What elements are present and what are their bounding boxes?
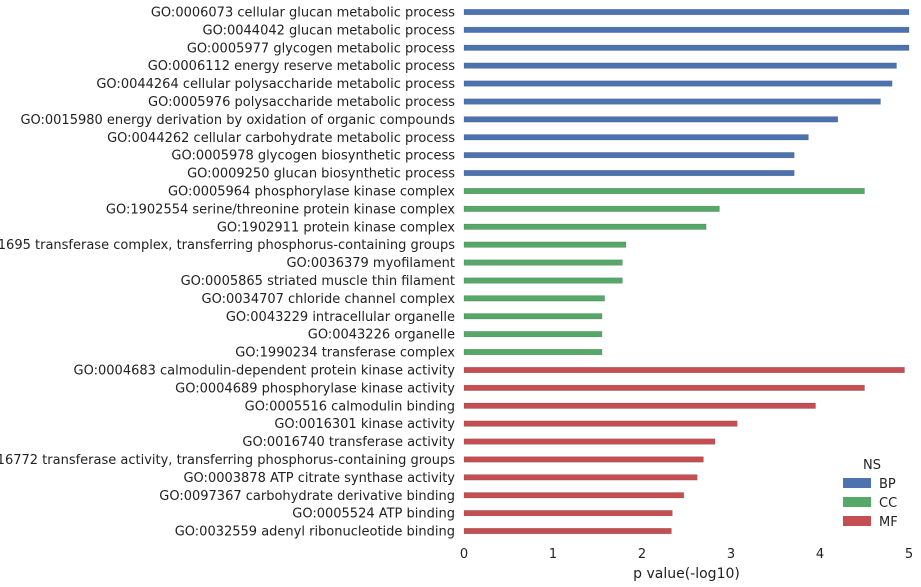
category-labels-group: GO:0006073 cellular glucan metabolic pro…	[0, 6, 455, 540]
bar-bp	[463, 44, 910, 51]
bar-cc	[463, 241, 627, 248]
bar-bp	[463, 170, 795, 177]
bar-mf	[463, 456, 704, 463]
bar-bp	[463, 9, 910, 16]
bar-cc	[463, 259, 623, 266]
category-label: GO:0044262 cellular carbohydrate metabol…	[107, 131, 455, 146]
legend-label-cc: CC	[879, 496, 897, 511]
category-label: GO:0016301 kinase activity	[274, 417, 455, 432]
bar-bp	[463, 26, 910, 33]
bar-mf	[463, 367, 905, 374]
category-label: GO:0006112 energy reserve metabolic proc…	[148, 59, 456, 74]
category-label: GO:0043226 organelle	[308, 328, 455, 343]
category-label: GO:0016772 transferase activity, transfe…	[0, 453, 455, 468]
category-label: GO:1902911 protein kinase complex	[217, 220, 455, 235]
bar-mf	[463, 384, 865, 391]
category-label: GO:0044264 cellular polysaccharide metab…	[96, 77, 455, 92]
category-label: GO:0043229 intracellular organelle	[226, 310, 455, 325]
category-label: GO:0044042 glucan metabolic process	[203, 23, 456, 38]
bar-bp	[463, 134, 809, 141]
legend-swatch-cc	[843, 497, 871, 507]
category-label: GO:0097367 carbohydrate derivative bindi…	[159, 489, 455, 504]
category-label: GO:0009250 glucan biosynthetic process	[187, 167, 455, 182]
legend-label-bp: BP	[879, 477, 896, 492]
bar-cc	[463, 349, 603, 356]
category-label: GO:1902554 serine/threonine protein kina…	[106, 202, 455, 217]
legend-label-mf: MF	[879, 515, 898, 530]
bar-mf	[463, 492, 685, 499]
x-tick-label: 2	[638, 547, 646, 562]
category-label: GO:0005964 phosphorylase kinase complex	[168, 185, 455, 200]
x-tick-label: 1	[549, 547, 557, 562]
category-label: GO:1990234 transferase complex	[235, 346, 455, 361]
category-label: GO:0016740 transferase activity	[242, 435, 455, 450]
x-tick-label: 0	[460, 547, 468, 562]
category-label: GO:0005865 striated muscle thin filament	[181, 274, 455, 289]
bar-mf	[463, 438, 716, 445]
category-label: GO:0006073 cellular glucan metabolic pro…	[151, 6, 455, 21]
category-label: GO:0061695 transferase complex, transfer…	[0, 238, 455, 253]
legend: NS BP CC MF	[843, 458, 898, 530]
legend-title: NS	[863, 458, 881, 473]
bar-cc	[463, 205, 720, 212]
x-axis-ticks-group: 0 1 2 3 4 5	[460, 547, 913, 562]
x-tick-label: 3	[727, 547, 735, 562]
category-label: GO:0004689 phosphorylase kinase activity	[175, 381, 455, 396]
bar-mf	[463, 420, 738, 427]
category-label: GO:0032559 adenyl ribonucleotide binding	[175, 525, 455, 540]
bar-bp	[463, 62, 897, 69]
bars-group	[463, 9, 910, 535]
category-label: GO:0005976 polysaccharide metabolic proc…	[148, 95, 455, 110]
bar-bp	[463, 116, 839, 123]
bar-bp	[463, 98, 881, 105]
category-label: GO:0004683 calmodulin-dependent protein …	[74, 364, 456, 379]
bar-bp	[463, 80, 893, 87]
category-label: GO:0005978 glycogen biosynthetic process	[171, 149, 455, 164]
bar-mf	[463, 474, 698, 481]
bar-mf	[463, 528, 672, 535]
category-label: GO:0005977 glycogen metabolic process	[187, 41, 455, 56]
category-label: GO:0005516 calmodulin binding	[245, 399, 455, 414]
category-label: GO:0005524 ATP binding	[292, 507, 455, 522]
category-label: GO:0036379 myofilament	[286, 256, 455, 271]
legend-swatch-bp	[843, 478, 871, 488]
bar-cc	[463, 223, 707, 230]
category-label: GO:0003878 ATP citrate synthase activity	[183, 471, 455, 486]
bar-cc	[463, 313, 603, 320]
bar-cc	[463, 295, 605, 302]
bar-cc	[463, 277, 623, 284]
bar-mf	[463, 402, 816, 409]
bar-cc	[463, 331, 603, 338]
category-label: GO:0015980 energy derivation by oxidatio…	[20, 113, 455, 128]
x-tick-label: 4	[816, 547, 824, 562]
bar-mf	[463, 510, 673, 517]
legend-swatch-mf	[843, 516, 871, 526]
bar-cc	[463, 188, 865, 195]
category-label: GO:0034707 chloride channel complex	[202, 292, 456, 307]
x-axis-title: p value(-log10)	[633, 566, 740, 582]
bar-bp	[463, 152, 795, 159]
x-tick-label: 5	[905, 547, 913, 562]
